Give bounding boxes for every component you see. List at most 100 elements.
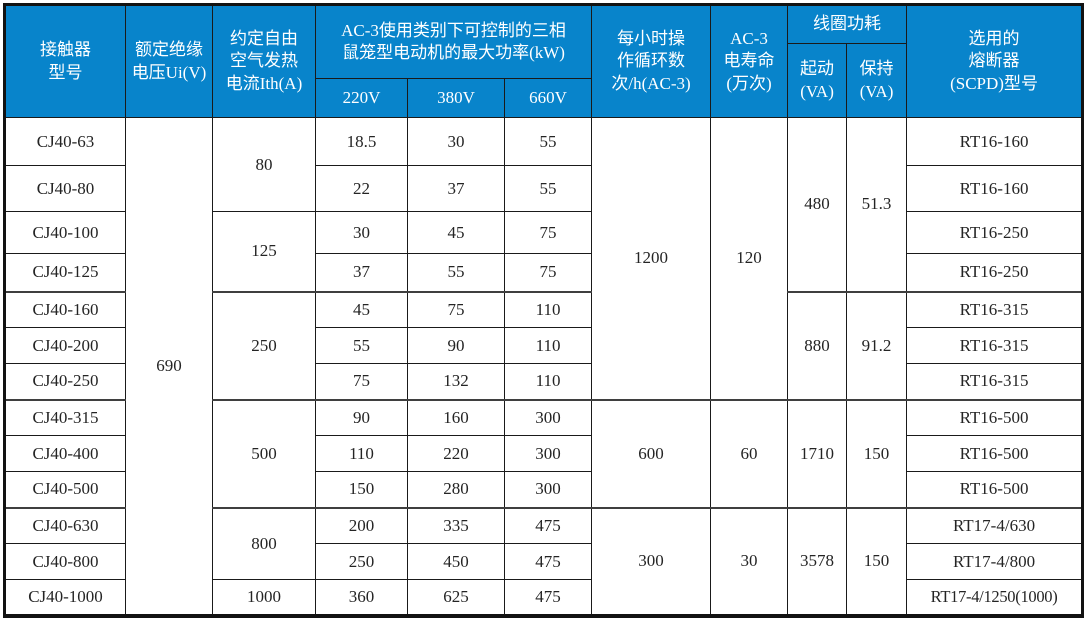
cell-ith-merged: 800 [212,506,316,580]
table-row: CJ40-63 690 80 18.5 30 55 1200 120 480 5… [4,117,1084,616]
cell-kw220: 250 [315,543,408,580]
cell-coil-hold-merged: 51.3 [846,117,908,292]
cell-fuse: RT16-250 [906,211,1084,254]
header-text: (万次) [726,73,772,93]
cell-model: CJ40-250 [4,363,126,400]
cell-kw220: 75 [315,363,408,400]
header-coil-start-va: 起动 (VA) [787,43,848,118]
cell-kw660: 55 [503,117,593,166]
cell-fuse: RT16-500 [906,435,1084,472]
header-text: 电压Ui(V) [131,62,207,82]
cell-coil-start-merged: 480 [787,117,848,292]
cell-fuse: RT17-4/800 [906,543,1084,580]
cell-coil-start-merged: 3578 [787,506,848,616]
cell-kw660: 75 [503,253,593,292]
header-text: (SCPD)型号 [950,73,1038,93]
cell-model: CJ40-630 [4,506,126,544]
cell-kw220: 55 [315,327,408,364]
cell-kw220: 90 [315,398,408,436]
cell-kw380: 45 [407,211,505,254]
cell-ith-merged: 1000 [212,579,316,616]
cell-ith-merged: 500 [212,398,316,508]
header-operating-cycles-per-hour: 每小时操 作循环数 次/h(AC-3) [591,4,712,118]
cell-kw660: 300 [503,398,593,436]
cell-kw660: 110 [503,327,593,364]
cell-model: CJ40-200 [4,327,126,364]
cell-coil-hold-merged: 91.2 [846,290,908,400]
table-row: CJ40-250 75 132 110 RT16-315 [4,363,1084,400]
cell-fuse: RT16-315 [906,363,1084,400]
header-text: 电寿命 [723,51,775,71]
cell-model: CJ40-315 [4,398,126,436]
header-contactor-model: 接触器 型号 [4,4,126,118]
header-ac3-max-power-group: AC-3使用类别下可控制的三相 鼠笼型电动机的最大功率(kW) [314,4,593,79]
table-row: CJ40-80 22 37 55 RT16-160 [4,165,1084,212]
header-ac3-electrical-life: AC-3 电寿命 (万次) [710,4,789,118]
header-text: 型号 [48,62,83,82]
table-row: CJ40-200 55 90 110 RT16-315 [4,327,1084,364]
cell-ops-merged: 300 [591,506,712,616]
cell-kw220: 30 [315,211,408,254]
cell-fuse: RT17-4/1250(1000) [906,579,1084,616]
cell-fuse: RT16-160 [906,117,1084,166]
header-coil-hold-va: 保持 (VA) [846,43,908,118]
table-row: CJ40-125 37 55 75 RT16-250 [4,253,1084,292]
cell-model: CJ40-1000 [4,579,126,616]
cell-kw220: 45 [315,290,408,328]
cell-coil-start-merged: 1710 [787,398,848,508]
header-rated-insulation-voltage: 额定绝缘 电压Ui(V) [125,4,213,118]
cell-kw380: 30 [407,117,505,166]
cell-ops-merged: 1200 [591,117,712,400]
cell-fuse: RT16-315 [906,327,1084,364]
cell-kw660: 110 [503,363,593,400]
cell-life-merged: 120 [710,117,789,400]
header-660v: 660V [503,78,593,118]
cell-kw220: 18.5 [315,117,408,166]
cell-kw380: 450 [407,543,505,580]
cell-kw220: 110 [315,435,408,472]
cell-life-merged: 60 [710,398,789,508]
cell-ops-merged: 600 [591,398,712,508]
header-text: 起动 [800,59,835,79]
cell-kw660: 75 [503,211,593,254]
cell-model: CJ40-63 [4,117,126,166]
header-text: AC-3使用类别下可控制的三相 [341,20,566,40]
header-text: 次/h(AC-3) [611,73,691,93]
cell-kw380: 37 [407,165,505,212]
cell-kw380: 90 [407,327,505,364]
cell-kw220: 200 [315,506,408,544]
cell-kw380: 220 [407,435,505,472]
header-row-2: 起动 (VA) 保持 (VA) [5,43,1083,118]
header-text: 鼠笼型电动机的最大功率(kW) [342,43,565,62]
header-text: 电流Ith(A) [225,73,303,93]
cell-kw380: 625 [407,579,505,616]
cell-ith-merged: 125 [212,211,316,292]
table-row: CJ40-1000 1000 360 625 475 RT17-4/1250(1… [4,579,1084,616]
cell-model: CJ40-125 [4,253,126,292]
header-text: 空气发热 [230,51,298,71]
header-220v: 220V [315,78,408,118]
cell-ith-merged: 80 [212,117,316,212]
cell-kw220: 37 [315,253,408,292]
cell-kw660: 55 [503,165,593,212]
cell-model: CJ40-80 [4,165,126,212]
header-text: 每小时操 [617,28,686,48]
header-coil-power-group: 线圈功耗 [787,4,908,44]
cell-model: CJ40-800 [4,543,126,580]
cell-coil-hold-merged: 150 [846,398,908,508]
header-thermal-current-ith: 约定自由 空气发热 电流Ith(A) [212,4,316,118]
header-text: 作循环数 [617,51,686,71]
cell-model: CJ40-400 [4,435,126,472]
cell-kw220: 360 [315,579,408,616]
header-text: 约定自由 [230,28,298,48]
header-text: 接触器 [40,40,91,60]
cell-kw380: 280 [407,471,505,508]
header-fuse-scpd-model: 选用的 熔断器 (SCPD)型号 [906,4,1084,118]
cell-kw660: 475 [503,543,593,580]
header-text: 选用的 [968,28,1020,48]
header-text: 线圈功耗 [813,14,882,34]
cell-model: CJ40-100 [4,211,126,254]
cell-fuse: RT16-315 [906,290,1084,328]
header-text: 熔断器 [968,51,1020,71]
cell-life-merged: 30 [710,506,789,616]
